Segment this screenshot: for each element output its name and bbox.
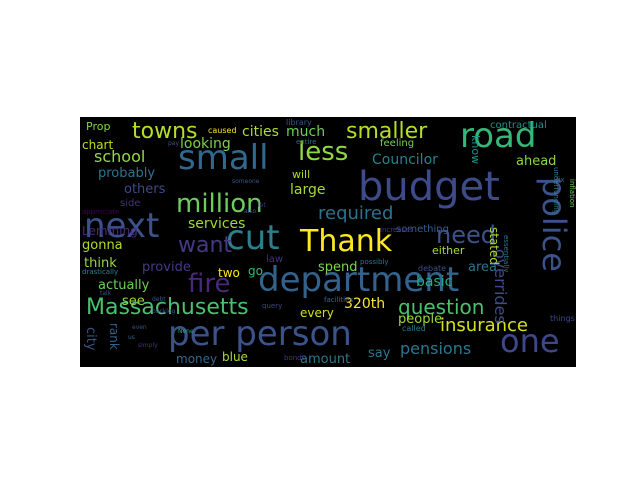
word-prop: Prop: [86, 120, 111, 133]
word-even: even: [132, 324, 147, 331]
word-amount: amount: [300, 352, 351, 367]
word-people: people: [398, 312, 443, 327]
word-none: None: [178, 328, 194, 335]
word-simply: simply: [138, 342, 158, 349]
word-either: either: [432, 244, 465, 257]
word-lemming: Lemming: [82, 224, 138, 238]
word-caused: caused: [208, 126, 237, 135]
word-budget: budget: [358, 164, 500, 210]
word-small: small: [178, 138, 269, 178]
word-say: say: [368, 346, 391, 361]
word-city: city: [83, 327, 98, 351]
word-drastically: drastically: [82, 268, 119, 276]
word-question: question: [398, 295, 485, 319]
word-talk: talk: [100, 290, 112, 297]
word-something: something: [396, 224, 449, 235]
word-inflation: inflation: [568, 179, 576, 208]
word-go: go: [248, 264, 263, 278]
word-chart: chart: [82, 138, 114, 152]
word-debt: debt: [152, 296, 166, 303]
word-us: us: [128, 334, 135, 341]
word-facilities: facilities: [324, 296, 354, 304]
word-smaller: smaller: [346, 119, 428, 144]
word-towns: towns: [132, 119, 198, 144]
word-fix: fix: [556, 176, 565, 184]
word-query: query: [262, 302, 283, 310]
word-cut: cut: [226, 218, 280, 258]
word-school: school: [94, 147, 146, 166]
word-backlog: backlog: [152, 308, 176, 315]
word-provide: provide: [142, 260, 191, 275]
word-320th: 320th: [344, 296, 386, 312]
word-law: law: [266, 254, 284, 265]
word-know: know: [469, 135, 482, 165]
word-need: need: [436, 221, 496, 249]
word-contractual: contractual: [490, 120, 547, 131]
word-debate: debate: [418, 264, 447, 273]
word-next: next: [84, 206, 160, 246]
word-things: things: [550, 314, 575, 323]
word-probably: probably: [98, 166, 156, 181]
word-bonds: bonds: [284, 354, 306, 362]
word-underfunding: underfunding: [552, 167, 560, 215]
word-actually: actually: [98, 278, 150, 293]
word-someone: someone: [232, 178, 260, 185]
word-essentially: essentially: [502, 235, 510, 273]
word-large: large: [290, 182, 326, 198]
word-let: let: [258, 202, 266, 209]
word-want: want: [178, 233, 233, 258]
word-services: services: [188, 216, 246, 232]
word-see: see: [122, 294, 145, 309]
word-cities: cities: [242, 124, 279, 140]
word-per-person: per person: [168, 314, 352, 354]
word-cloud: budget department per person cut road one next…: [80, 117, 576, 367]
word-thank: Thank: [300, 224, 393, 259]
word-side: side: [120, 198, 141, 209]
word-required: required: [318, 203, 394, 224]
word-feeling: feeling: [380, 138, 415, 149]
word-less: less: [298, 137, 349, 167]
word-think: think: [84, 256, 117, 271]
word-increases: increases: [380, 226, 414, 234]
word-area: area: [468, 260, 497, 275]
word-money: money: [176, 352, 218, 366]
word-basic: basic: [416, 274, 453, 290]
word-one: one: [500, 322, 560, 360]
word-looking: looking: [180, 136, 231, 152]
word-also: also: [244, 208, 257, 215]
word-much: much: [286, 124, 326, 140]
word-others: others: [124, 182, 166, 197]
word-rank: rank: [107, 323, 121, 350]
word-appreciate: appreciate: [82, 208, 120, 216]
word-every: every: [300, 306, 334, 320]
word-blue: blue: [222, 350, 248, 364]
word-spend: spend: [318, 260, 358, 275]
word-massachusetts: Massachusetts: [86, 295, 249, 320]
word-possibly: possibly: [360, 258, 389, 266]
word-library: library: [286, 118, 312, 127]
word-ahead: ahead: [516, 154, 557, 169]
word-insurance: insurance: [440, 315, 529, 336]
word-pensions: pensions: [400, 339, 472, 358]
word-gonna: gonna: [82, 238, 123, 253]
word-million: million: [176, 189, 263, 219]
word-pay: pay: [168, 140, 180, 147]
word-department: department: [258, 260, 460, 300]
word-entire: entire: [296, 138, 317, 146]
word-councilor: Councilor: [372, 152, 438, 168]
word-two: two: [218, 266, 240, 280]
word-called: called: [402, 324, 426, 333]
word-road: road: [460, 117, 537, 156]
word-will: will: [292, 168, 311, 181]
word-fire: fire: [188, 269, 231, 299]
